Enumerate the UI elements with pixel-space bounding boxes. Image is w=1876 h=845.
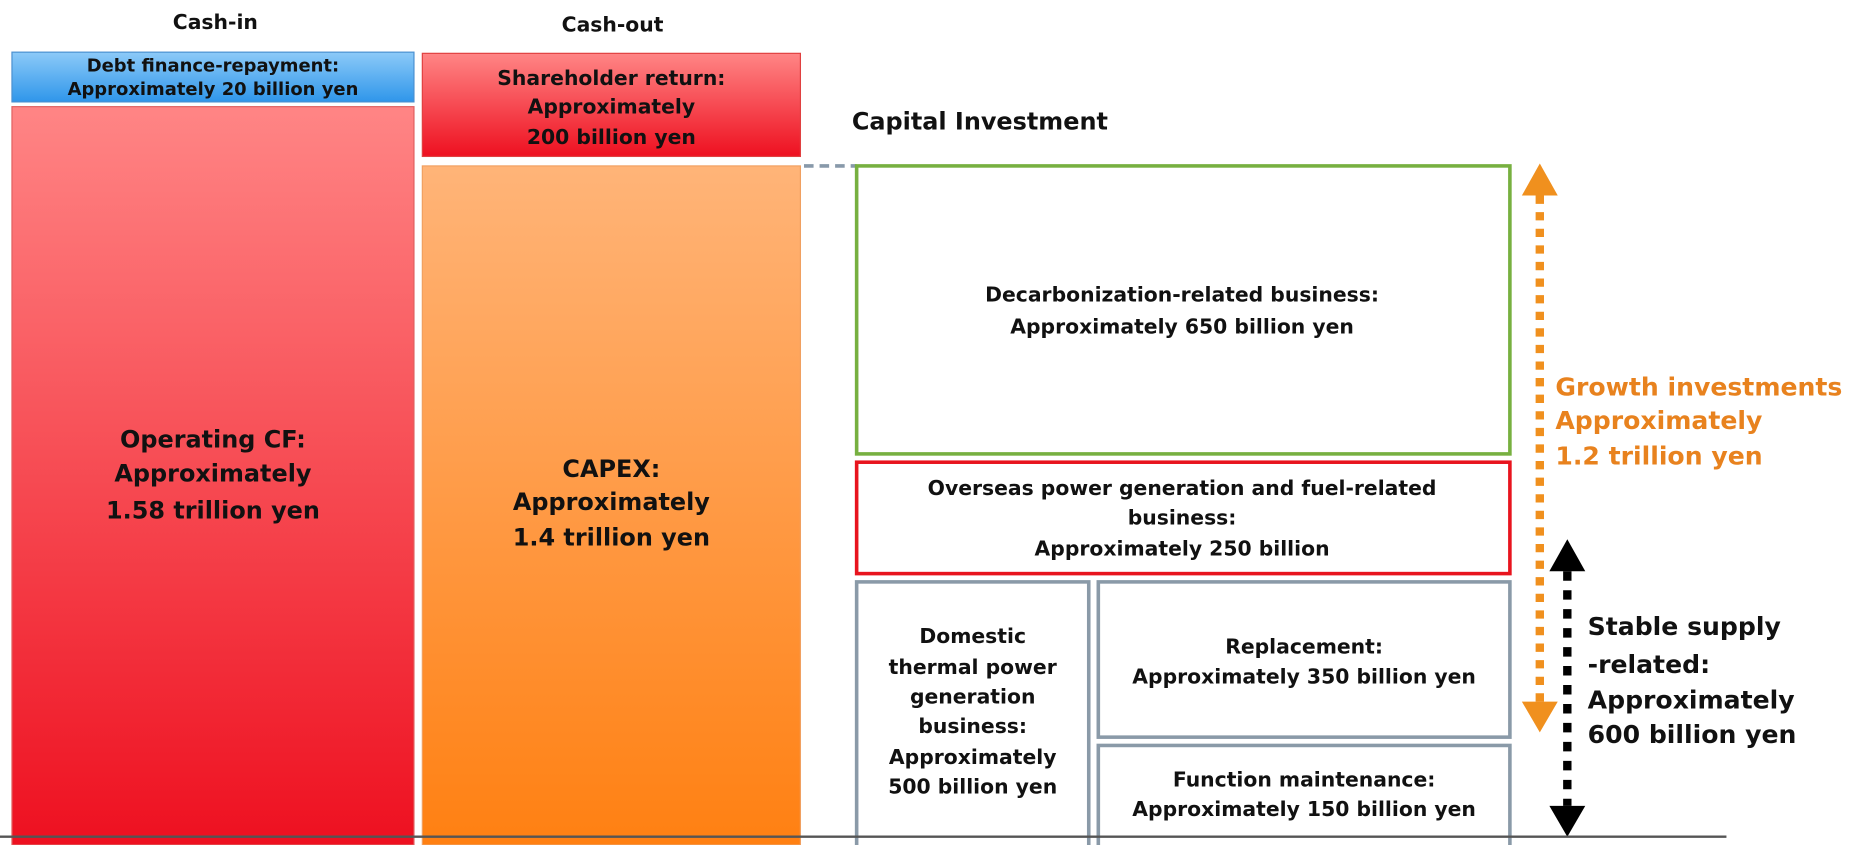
box-text: generation: [910, 685, 1035, 709]
box-text: Approximately 250 billion: [1035, 536, 1330, 560]
bracket-text: -related:: [1588, 650, 1710, 679]
box-text: Debt finance-repayment:: [87, 55, 339, 76]
box-text: thermal power: [889, 655, 1057, 679]
column-header: Cash-in: [173, 10, 258, 34]
function-box: [1096, 743, 1512, 845]
shareholder-box: [421, 52, 802, 158]
overseas-box: [854, 460, 1512, 576]
box-text: Approximately: [114, 460, 312, 488]
box-text: 200 billion yen: [527, 125, 696, 149]
box-text: Approximately: [889, 745, 1057, 769]
box-text: Replacement:: [1225, 635, 1383, 659]
domestic-box: [854, 580, 1091, 845]
box-text: Overseas power generation and fuel-relat…: [928, 476, 1437, 500]
box-text: Decarbonization-related business:: [985, 283, 1379, 307]
arrow-head: [1549, 805, 1586, 837]
box-text: business:: [1128, 506, 1237, 530]
box-text: Approximately: [528, 94, 696, 118]
bracket-text: Approximately: [1588, 686, 1795, 715]
box-text: Operating CF:: [120, 425, 306, 453]
arrow-head: [1549, 539, 1586, 572]
column-header: Capital Investment: [852, 108, 1108, 136]
bracket-text: Growth investments: [1555, 373, 1842, 402]
arrow-head: [1521, 163, 1558, 196]
debt-box: [11, 51, 415, 103]
arrow-head: [1521, 701, 1558, 733]
box-text: CAPEX:: [562, 455, 660, 483]
box-text: Approximately 350 billion yen: [1132, 664, 1476, 688]
box-text: business:: [918, 714, 1027, 738]
bracket-text: Approximately: [1555, 406, 1762, 435]
bracket-text: 600 billion yen: [1588, 720, 1797, 749]
bracket-text: Stable supply: [1588, 612, 1781, 641]
box-text: Domestic: [919, 624, 1026, 648]
replacement-box: [1096, 580, 1512, 739]
box-text: Approximately 150 billion yen: [1132, 797, 1476, 821]
box-text: 1.58 trillion yen: [106, 497, 320, 525]
column-header: Cash-out: [562, 13, 664, 37]
bracket-text: 1.2 trillion yen: [1555, 442, 1762, 471]
box-text: 1.4 trillion yen: [513, 524, 710, 552]
capex-box: [421, 165, 802, 845]
box-text: Approximately 20 billion yen: [68, 79, 359, 100]
box-text: Approximately: [513, 488, 711, 516]
box-text: Function maintenance:: [1173, 768, 1436, 792]
decarbonization-box: [854, 164, 1512, 456]
box-text: 500 billion yen: [888, 775, 1057, 799]
box-text: Shareholder return:: [497, 66, 725, 90]
operating-cf-box: [11, 106, 415, 845]
box-text: Approximately 650 billion yen: [1010, 315, 1354, 339]
